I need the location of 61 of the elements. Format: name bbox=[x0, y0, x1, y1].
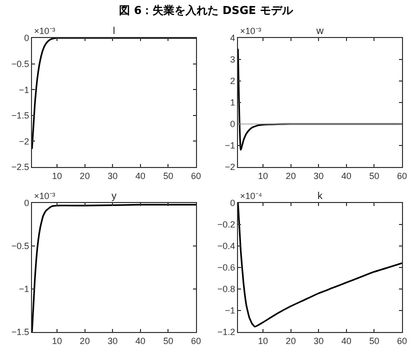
x-tick-label: 10 bbox=[258, 336, 268, 346]
x-tick-label: 40 bbox=[341, 170, 352, 181]
y-tick-label: −1 bbox=[18, 84, 30, 95]
chart-title: w bbox=[315, 26, 324, 37]
x-tick-label: 30 bbox=[108, 336, 118, 346]
x-tick-label: 30 bbox=[314, 336, 324, 346]
x-tick-label: 60 bbox=[396, 336, 408, 346]
y-tick-label: −0.2 bbox=[217, 220, 236, 230]
y-tick-label: −1.5 bbox=[11, 110, 30, 121]
x-tick-label: 20 bbox=[80, 170, 90, 181]
line-series bbox=[238, 48, 402, 151]
x-tick-label: 20 bbox=[286, 170, 296, 181]
y-tick-label: 4 bbox=[230, 33, 236, 44]
y-axis-title: ×10⁻⁴ bbox=[240, 191, 262, 201]
y-axis-title: ×10⁻³ bbox=[34, 26, 56, 36]
x-tick-label: 60 bbox=[190, 336, 202, 346]
x-tick-label: 40 bbox=[135, 170, 146, 181]
x-tick-label: 20 bbox=[80, 336, 90, 346]
line-series bbox=[238, 203, 402, 328]
y-tick-label: 3 bbox=[230, 54, 236, 65]
x-tick-label: 20 bbox=[286, 336, 296, 346]
y-tick-label: −0.6 bbox=[217, 262, 236, 273]
chart-title: l bbox=[112, 26, 116, 37]
x-tick-label: 10 bbox=[52, 170, 62, 181]
y-tick-label: −1 bbox=[224, 140, 236, 151]
x-tick-label: 10 bbox=[52, 336, 62, 346]
y-tick-label: −1.2 bbox=[217, 327, 236, 338]
y-tick-label: 0 bbox=[230, 119, 236, 130]
x-tick-label: 30 bbox=[108, 170, 118, 181]
y-tick-label: 1 bbox=[230, 98, 236, 108]
y-tick-label: −2.5 bbox=[11, 162, 30, 172]
y-tick-label: −0.8 bbox=[217, 284, 236, 294]
y-tick-label: −0.5 bbox=[11, 58, 30, 69]
x-tick-label: 10 bbox=[258, 170, 268, 181]
y-tick-label: 2 bbox=[230, 76, 236, 86]
y-tick-label: 0 bbox=[230, 198, 236, 208]
x-tick-label: 60 bbox=[190, 170, 202, 181]
y-tick-label: 0 bbox=[24, 33, 30, 44]
y-tick-label: −0.5 bbox=[11, 241, 30, 252]
y-tick-label: −2 bbox=[18, 136, 30, 146]
y-tick-label: −1 bbox=[224, 306, 236, 316]
x-tick-label: 40 bbox=[341, 336, 352, 346]
x-tick-label: 50 bbox=[369, 170, 380, 181]
y-tick-label: −0.4 bbox=[217, 241, 236, 252]
y-tick-label: −1 bbox=[18, 284, 30, 294]
y-tick-label: 0 bbox=[24, 198, 30, 208]
y-tick-label: −2 bbox=[224, 162, 236, 172]
caption: 図 6：失業を入れた DSGE モデル bbox=[119, 4, 293, 17]
chart-title: k bbox=[318, 191, 324, 202]
x-tick-label: 30 bbox=[314, 170, 324, 181]
y-tick-label: −1.5 bbox=[11, 327, 30, 338]
y-axis-title: ×10⁻³ bbox=[34, 191, 56, 201]
line-series bbox=[32, 38, 196, 150]
x-tick-label: 40 bbox=[135, 336, 146, 346]
x-tick-label: 60 bbox=[396, 170, 408, 181]
line-series bbox=[32, 204, 196, 332]
y-axis-title: ×10⁻³ bbox=[240, 26, 262, 36]
x-tick-label: 50 bbox=[163, 336, 174, 346]
x-tick-label: 50 bbox=[163, 170, 174, 181]
x-tick-label: 50 bbox=[369, 336, 380, 346]
chart-title: y bbox=[112, 191, 116, 202]
